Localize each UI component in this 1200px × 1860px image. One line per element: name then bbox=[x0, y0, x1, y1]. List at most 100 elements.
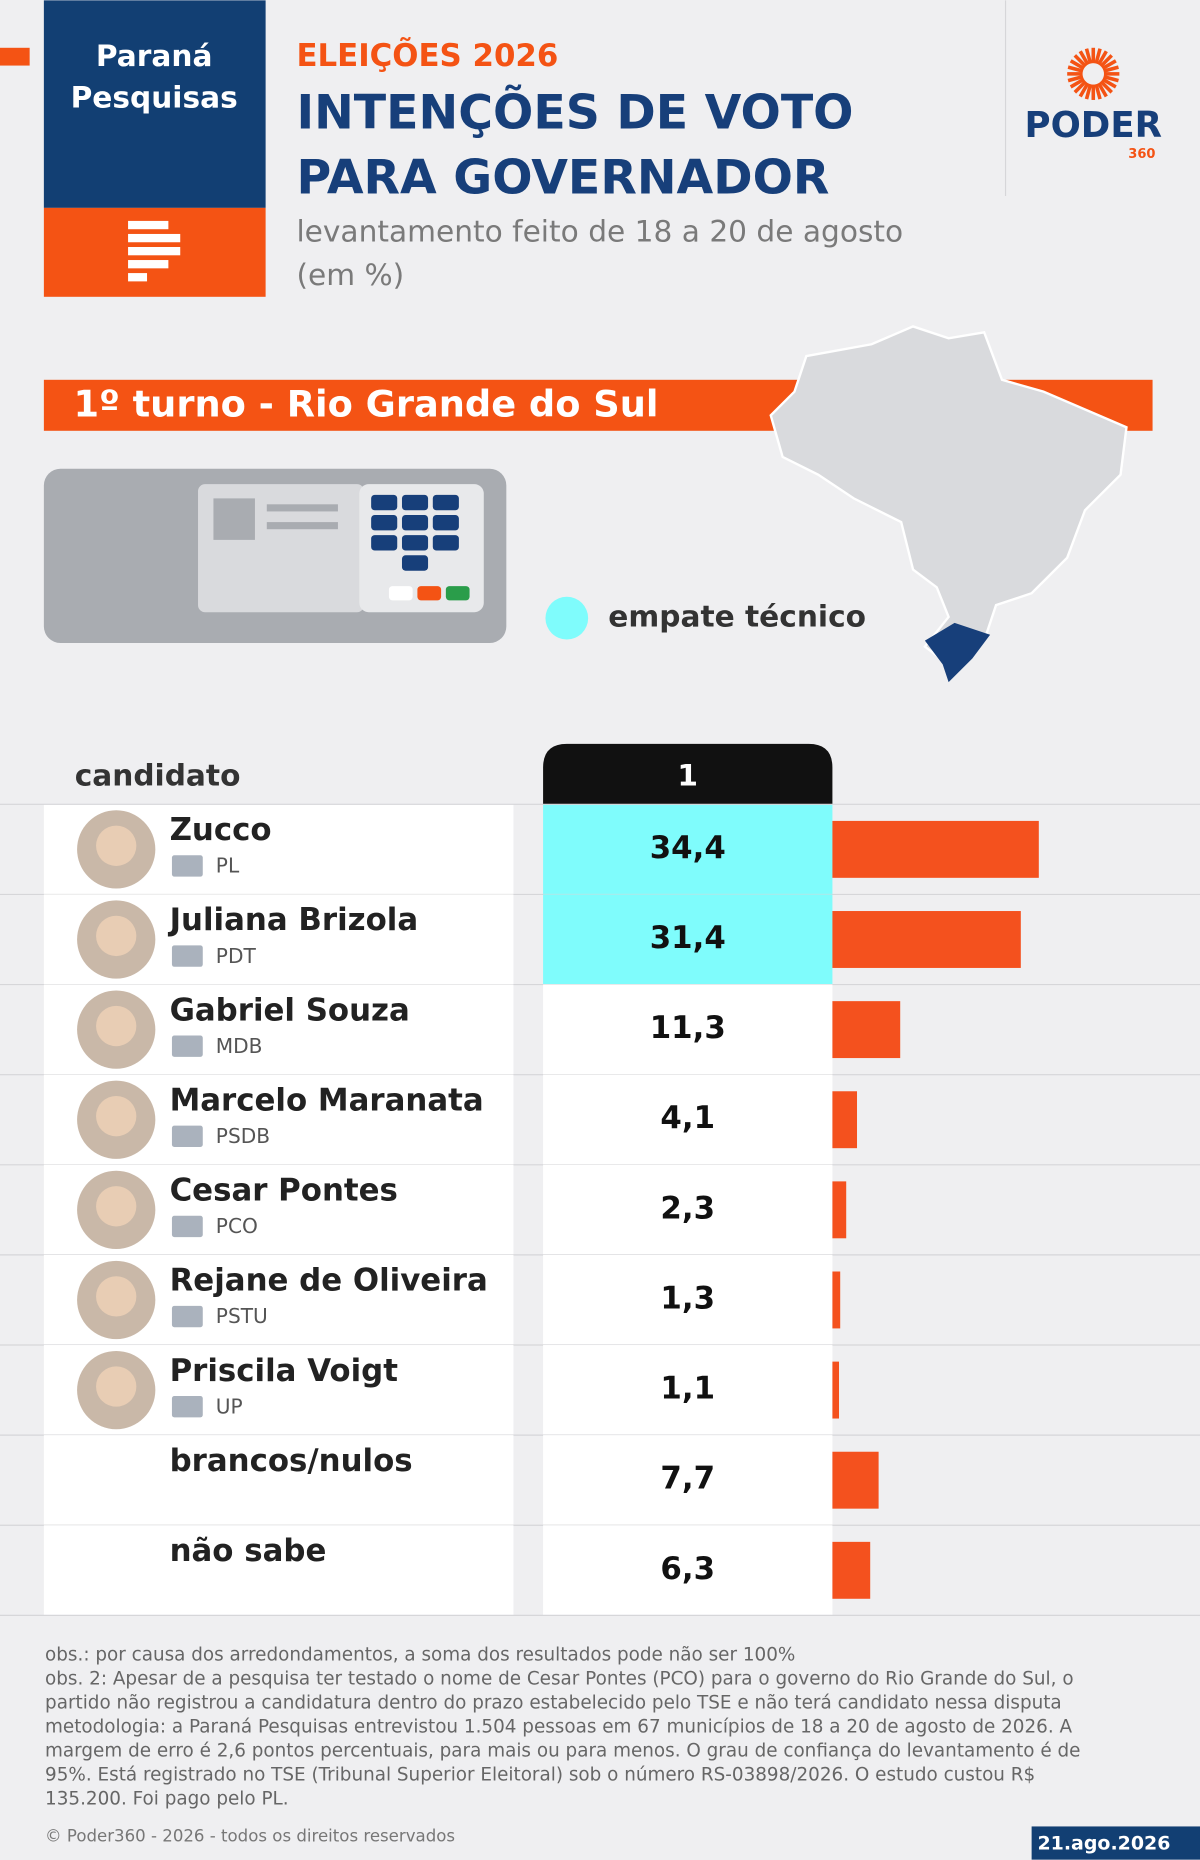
key bbox=[401, 494, 429, 511]
candidate-name: Cesar Pontes bbox=[170, 1173, 398, 1209]
value-cell bbox=[543, 1345, 833, 1436]
date: 21.ago.2026 bbox=[1037, 1833, 1170, 1855]
logo-line bbox=[128, 260, 169, 269]
key bbox=[371, 535, 398, 551]
sun-ray bbox=[1097, 82, 1108, 98]
photo-face bbox=[96, 1366, 137, 1407]
note: 95%. Está registrado no TSE (Tribunal Su… bbox=[45, 1764, 1035, 1785]
title: INTENÇÕES DE VOTO bbox=[296, 83, 853, 140]
sun-ray bbox=[1094, 83, 1102, 100]
value-cell bbox=[543, 1525, 833, 1616]
bar bbox=[832, 1001, 901, 1059]
party-icon bbox=[171, 1125, 203, 1147]
subtitle: (em %) bbox=[296, 257, 404, 292]
party-icon bbox=[171, 945, 203, 967]
bar bbox=[832, 820, 1039, 878]
party-icon bbox=[171, 855, 203, 877]
logo-line bbox=[128, 233, 181, 243]
bar bbox=[832, 1541, 871, 1599]
column-header: candidato bbox=[75, 758, 241, 793]
map-highlight bbox=[924, 622, 991, 683]
candidate-name: Gabriel Souza bbox=[170, 992, 410, 1028]
note: obs. 2: Apesar de a pesquisa ter testado… bbox=[45, 1669, 1074, 1690]
sun-ray bbox=[1084, 48, 1093, 65]
date-box bbox=[1031, 1826, 1200, 1860]
value-cell bbox=[543, 984, 833, 1075]
bar bbox=[832, 1361, 840, 1419]
sun-ray bbox=[1101, 59, 1117, 71]
value-label: 1,3 bbox=[660, 1280, 715, 1316]
value-label: 34,4 bbox=[650, 830, 726, 866]
value-label: 6,3 bbox=[660, 1551, 715, 1587]
key bbox=[432, 514, 459, 531]
rows: PL Zucco 34,4 PDT Juliana Brizola 31,4 MDB Gabr… bbox=[0, 803, 1200, 1616]
sun-ray bbox=[1099, 80, 1113, 94]
bar bbox=[832, 1271, 841, 1329]
note: metodologia: a Paraná Pesquisas entrevis… bbox=[45, 1717, 1072, 1738]
sun-ray bbox=[1069, 59, 1085, 71]
sun-ray bbox=[1067, 65, 1084, 73]
section-title: 1º turno - Rio Grande do Sul bbox=[74, 382, 659, 425]
photo-face bbox=[96, 1096, 137, 1137]
bar bbox=[832, 1451, 879, 1509]
kicker: ELEIÇÕES 2026 bbox=[296, 37, 558, 74]
value-cell bbox=[543, 1435, 833, 1526]
candidate-name: brancos/nulos bbox=[170, 1443, 413, 1479]
key bbox=[417, 586, 442, 601]
note: margem de erro é 2,6 pontos percentuais,… bbox=[45, 1741, 1080, 1762]
source-name: Pesquisas bbox=[71, 79, 238, 114]
logo-line bbox=[128, 246, 181, 256]
value-cell bbox=[543, 804, 833, 895]
candidate-name: não sabe bbox=[170, 1533, 327, 1569]
photo-face bbox=[96, 1005, 137, 1047]
value-cell bbox=[543, 894, 833, 985]
key bbox=[401, 555, 429, 571]
party: PDT bbox=[216, 944, 257, 968]
sun-ray bbox=[1073, 80, 1087, 94]
source-name: Paraná bbox=[96, 38, 213, 73]
round-tab bbox=[543, 743, 833, 805]
note: 135.200. Foi pago pelo PL. bbox=[45, 1788, 289, 1809]
party: PL bbox=[216, 854, 240, 878]
key bbox=[401, 514, 429, 531]
sun-ray bbox=[1078, 50, 1090, 66]
bar bbox=[832, 1181, 847, 1239]
legend-swatch bbox=[545, 596, 589, 640]
value-label: 1,1 bbox=[660, 1371, 715, 1407]
party-icon bbox=[171, 1215, 203, 1238]
party: MDB bbox=[216, 1034, 263, 1058]
sun-ray bbox=[1073, 54, 1087, 68]
logo-line bbox=[128, 220, 169, 230]
sun-ray bbox=[1101, 77, 1117, 89]
note: obs.: por causa dos arredondamentos, a s… bbox=[45, 1645, 795, 1666]
machine-screen-part bbox=[266, 504, 338, 512]
sun-ray bbox=[1094, 48, 1102, 65]
photo-face bbox=[96, 915, 137, 957]
value-cell bbox=[543, 1074, 833, 1165]
accent bbox=[0, 47, 30, 66]
logo-line bbox=[128, 273, 148, 282]
name-cell bbox=[43, 1435, 514, 1526]
value-label: 11,3 bbox=[650, 1010, 726, 1046]
sun-ray bbox=[1084, 83, 1093, 100]
logo: PODER bbox=[1025, 105, 1163, 146]
candidate-name: Priscila Voigt bbox=[170, 1353, 399, 1389]
party: UP bbox=[216, 1394, 243, 1418]
value-label: 2,3 bbox=[660, 1190, 715, 1226]
key bbox=[401, 535, 429, 551]
source-box bbox=[43, 0, 266, 208]
sun-ray bbox=[1097, 50, 1108, 66]
party-icon bbox=[171, 1396, 203, 1418]
value-label: 31,4 bbox=[650, 920, 726, 956]
key bbox=[445, 586, 470, 601]
key bbox=[388, 586, 413, 601]
round-label: 1 bbox=[677, 758, 698, 793]
photo-face bbox=[96, 1276, 137, 1317]
subtitle: levantamento feito de 18 a 20 de agosto bbox=[296, 213, 903, 248]
value-cell bbox=[543, 1164, 833, 1255]
key bbox=[432, 535, 459, 551]
party: PCO bbox=[216, 1214, 258, 1238]
key bbox=[432, 494, 459, 511]
party: PSTU bbox=[216, 1304, 268, 1328]
